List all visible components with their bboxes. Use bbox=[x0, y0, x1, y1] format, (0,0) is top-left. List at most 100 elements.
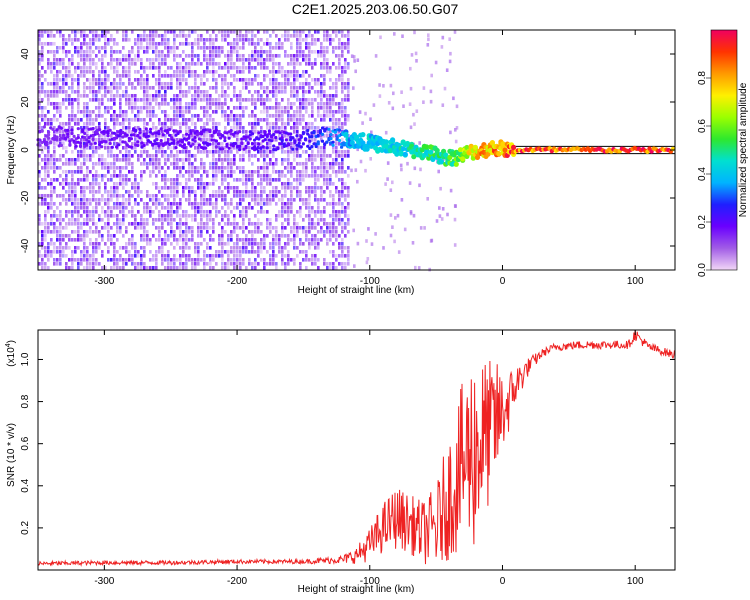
noise-cell bbox=[164, 122, 167, 126]
noise-cell bbox=[44, 194, 47, 198]
noise-cell bbox=[236, 142, 239, 146]
noise-cell bbox=[308, 142, 311, 146]
noise-cell bbox=[212, 66, 215, 70]
track-point bbox=[208, 142, 212, 146]
noise-cell bbox=[317, 38, 320, 42]
noise-cell bbox=[347, 214, 350, 218]
noise-cell bbox=[350, 168, 353, 173]
noise-cell bbox=[140, 258, 143, 262]
noise-cell bbox=[158, 66, 161, 70]
noise-cell bbox=[38, 218, 41, 222]
noise-cell bbox=[329, 194, 332, 198]
noise-cell bbox=[293, 122, 296, 126]
noise-cell bbox=[341, 78, 344, 82]
noise-cell bbox=[170, 78, 173, 82]
noise-cell bbox=[122, 234, 125, 238]
noise-cell bbox=[167, 118, 170, 122]
noise-cell bbox=[119, 74, 122, 78]
noise-cell bbox=[92, 122, 95, 126]
noise-cell bbox=[290, 202, 293, 206]
noise-cell bbox=[344, 226, 347, 230]
noise-cell bbox=[185, 262, 188, 266]
noise-cell bbox=[287, 150, 290, 154]
noise-cell bbox=[293, 34, 296, 38]
noise-cell bbox=[185, 222, 188, 226]
noise-cell bbox=[257, 166, 260, 170]
noise-cell bbox=[453, 243, 457, 247]
noise-cell bbox=[155, 174, 158, 178]
track-point bbox=[472, 144, 478, 150]
noise-cell bbox=[275, 242, 278, 246]
noise-cell bbox=[275, 114, 278, 118]
noise-cell bbox=[92, 162, 95, 166]
noise-cell bbox=[38, 114, 41, 118]
noise-cell bbox=[347, 86, 350, 90]
noise-cell bbox=[299, 194, 302, 198]
track-point bbox=[402, 151, 408, 157]
noise-cell bbox=[323, 110, 326, 114]
noise-cell bbox=[426, 43, 430, 47]
noise-cell bbox=[215, 34, 218, 38]
noise-cell bbox=[260, 62, 263, 66]
noise-cell bbox=[257, 254, 260, 258]
noise-cell bbox=[338, 66, 341, 70]
noise-cell bbox=[293, 82, 296, 86]
noise-cell bbox=[338, 218, 341, 222]
noise-cell bbox=[299, 30, 302, 34]
noise-cell bbox=[352, 55, 356, 59]
noise-cell bbox=[260, 150, 263, 154]
track-point bbox=[502, 147, 508, 153]
noise-cell bbox=[311, 50, 314, 54]
noise-cell bbox=[113, 154, 116, 158]
noise-cell bbox=[221, 66, 224, 70]
track-point bbox=[250, 142, 255, 146]
noise-cell bbox=[173, 110, 176, 114]
noise-cell bbox=[329, 42, 332, 46]
noise-cell bbox=[326, 222, 329, 226]
noise-cell bbox=[266, 226, 269, 230]
noise-cell bbox=[215, 98, 218, 102]
noise-cell bbox=[233, 246, 236, 250]
noise-cell bbox=[245, 246, 248, 250]
noise-cell bbox=[296, 122, 299, 126]
noise-cell bbox=[257, 170, 260, 174]
noise-cell bbox=[68, 66, 71, 70]
noise-cell bbox=[158, 214, 161, 218]
noise-cell bbox=[332, 210, 335, 214]
noise-cell bbox=[317, 146, 320, 150]
noise-cell bbox=[65, 174, 68, 178]
noise-cell bbox=[206, 106, 209, 110]
noise-cell bbox=[323, 74, 326, 78]
noise-cell bbox=[439, 186, 442, 191]
noise-cell bbox=[308, 98, 311, 102]
noise-cell bbox=[230, 118, 233, 122]
noise-cell bbox=[161, 146, 164, 150]
noise-cell bbox=[203, 42, 206, 46]
noise-cell bbox=[215, 190, 218, 194]
noise-cell bbox=[248, 238, 251, 242]
noise-cell bbox=[77, 222, 80, 226]
noise-cell bbox=[203, 98, 206, 102]
noise-cell bbox=[263, 62, 266, 66]
noise-cell bbox=[263, 258, 266, 262]
noise-cell bbox=[167, 266, 170, 270]
noise-cell bbox=[119, 158, 122, 162]
noise-cell bbox=[164, 230, 167, 234]
noise-cell bbox=[170, 74, 173, 78]
noise-cell bbox=[125, 158, 128, 162]
noise-cell bbox=[116, 82, 119, 86]
noise-cell bbox=[158, 122, 161, 126]
noise-cell bbox=[302, 50, 305, 54]
noise-cell bbox=[143, 102, 146, 106]
noise-cell bbox=[242, 190, 245, 194]
noise-cell bbox=[191, 186, 194, 190]
noise-cell bbox=[290, 170, 293, 174]
noise-cell bbox=[89, 30, 92, 34]
noise-cell bbox=[206, 70, 209, 74]
noise-cell bbox=[251, 134, 254, 138]
noise-cell bbox=[263, 170, 266, 174]
noise-cell bbox=[194, 94, 197, 98]
noise-cell bbox=[230, 198, 233, 202]
colorbar-label: Normalized spectral amplitude bbox=[738, 82, 749, 217]
noise-cell bbox=[335, 190, 338, 194]
